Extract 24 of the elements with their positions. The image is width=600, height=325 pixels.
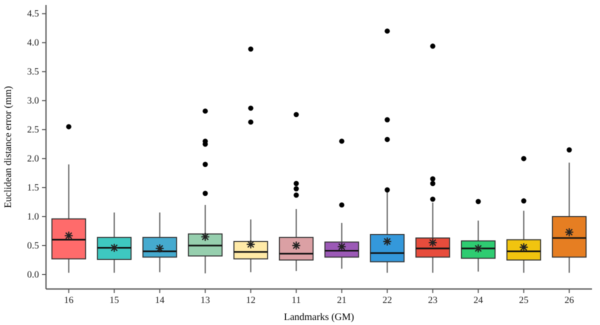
y-tick-label: 2.5 [27, 126, 40, 136]
y-axis-title: Euclidean distance error (mm) [3, 86, 14, 208]
x-tick-label: 21 [337, 296, 347, 306]
x-tick-label: 12 [246, 296, 256, 306]
x-tick-label: 14 [155, 296, 165, 306]
x-tick-label: 16 [64, 296, 74, 306]
y-tick-label: 1.5 [27, 184, 40, 194]
x-tick-label: 24 [474, 296, 484, 306]
x-tick-label: 13 [200, 296, 210, 306]
x-tick-label: 22 [382, 296, 392, 306]
x-tick-label: 26 [564, 296, 574, 306]
y-tick-label: 1.0 [27, 212, 40, 223]
y-tick-label: 0.0 [27, 270, 40, 281]
x-tick-label: 11 [292, 296, 302, 306]
y-tick-label: 3.0 [27, 96, 40, 107]
y-tick-label: 3.5 [27, 68, 40, 78]
y-tick-label: 4.5 [27, 10, 40, 20]
x-tick-label: 15 [110, 296, 120, 306]
x-tick-label: 23 [428, 296, 438, 306]
y-tick-label: 0.5 [27, 242, 40, 252]
y-tick-label: 4.0 [27, 38, 40, 49]
x-axis-title: Landmarks (GM) [284, 312, 354, 323]
x-tick-label: 25 [519, 296, 529, 306]
y-tick-label: 2.0 [27, 154, 40, 165]
